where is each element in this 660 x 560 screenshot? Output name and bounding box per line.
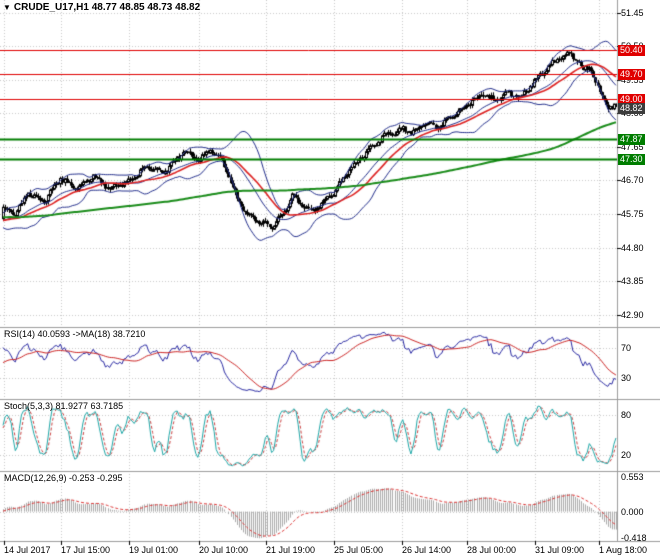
chart-ohlc-label: 48.77 48.85 48.73 48.82 bbox=[91, 2, 201, 13]
rsi-panel-label: RSI(14) 40.0593 ->MA(18) 38.7210 bbox=[4, 329, 146, 339]
chart-symbol-label: CRUDE_U17,H1 bbox=[13, 2, 89, 13]
macd-panel-label: MACD(12,26,9) -0.253 -0.295 bbox=[4, 473, 123, 483]
stoch-panel-label: Stoch(5,3,3) 81.9277 63.7185 bbox=[4, 401, 124, 411]
chart-menu-icon[interactable]: ▼ bbox=[3, 3, 11, 12]
chart-header: ▼ CRUDE_U17,H1 48.77 48.85 48.73 48.82 bbox=[3, 2, 200, 13]
